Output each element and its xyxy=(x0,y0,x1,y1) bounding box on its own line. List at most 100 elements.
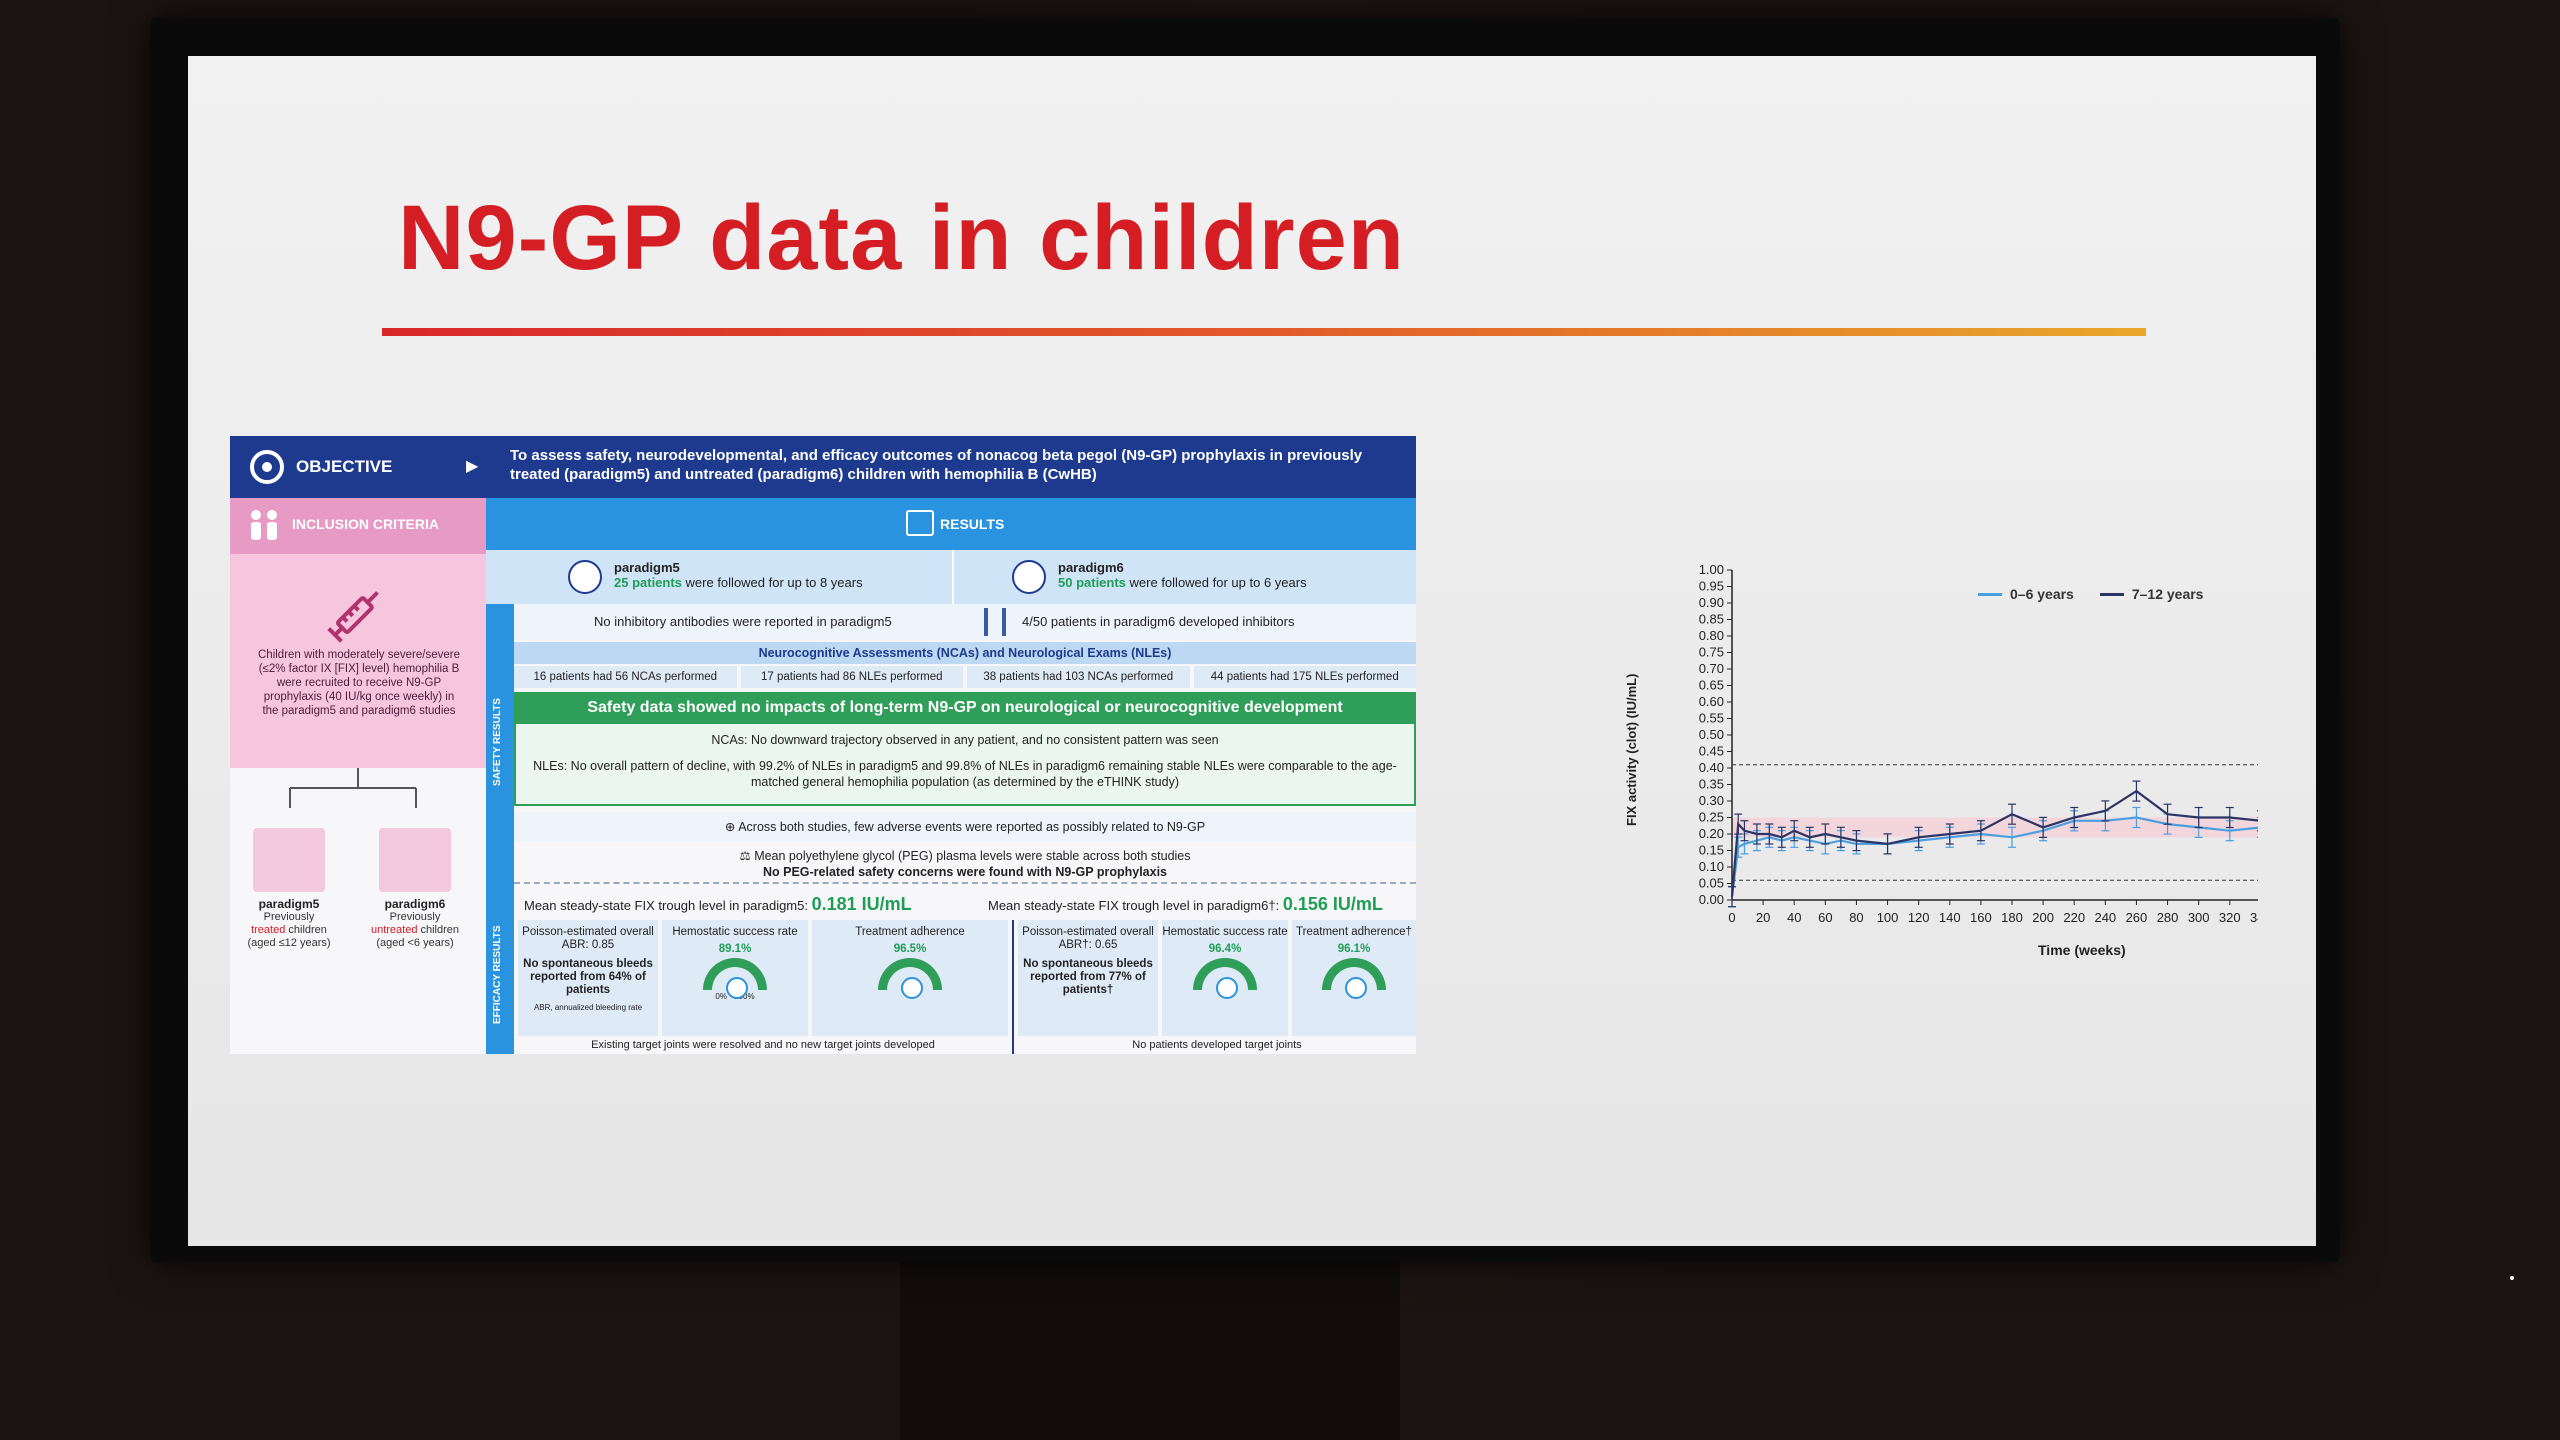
x-tick-label: 120 xyxy=(1908,910,1930,925)
x-tick-label: 100 xyxy=(1877,910,1899,925)
nca-nle-findings: NCAs: No downward trajectory observed in… xyxy=(514,724,1416,806)
victory-icon xyxy=(984,608,1006,636)
objective-label: OBJECTIVE xyxy=(296,457,393,476)
infographic: OBJECTIVE ▶ To assess safety, neurodevel… xyxy=(230,436,1416,1054)
peg-line1: Mean polyethylene glycol (PEG) plasma le… xyxy=(754,849,1191,863)
paradigm6-line2: untreated xyxy=(370,924,418,936)
nca-header: Neurocognitive Assessments (NCAs) and Ne… xyxy=(514,642,1416,664)
peg-line2: No PEG-related safety concerns were foun… xyxy=(762,865,1168,879)
x-tick-label: 240 xyxy=(2094,910,2116,925)
x-tick-label: 300 xyxy=(2188,910,2210,925)
x-tick-label: 20 xyxy=(1756,910,1770,925)
safety-banner: Safety data showed no impacts of long-te… xyxy=(514,692,1416,724)
y-tick-label: 1.00 xyxy=(1699,562,1724,577)
nles-line: NLEs: No overall pattern of decline, wit… xyxy=(533,759,1397,789)
x-tick-label: 60 xyxy=(1818,910,1832,925)
count-cell: 44 patients had 175 NLEs performed xyxy=(1193,666,1416,688)
paradigm5-line4: (aged ≤12 years) xyxy=(247,937,331,949)
inclusion-label: INCLUSION CRITERIA xyxy=(292,516,439,532)
fix-activity-chart: 0.00 0.05 0.10 0.15 0.20 0.25 0.30 0.35 0.40 0.45… xyxy=(1478,496,2258,976)
x-tick-label: 280 xyxy=(2157,910,2179,925)
y-tick-label: 0.80 xyxy=(1699,628,1724,643)
slide-title: N9-GP data in children xyxy=(398,187,1405,289)
child-icon xyxy=(568,560,602,594)
efficacy-hemostatic-p5: Hemostatic success rate 89.1% 0% · 100% xyxy=(662,920,808,1036)
x-tick-label: 340 xyxy=(2250,910,2258,925)
efficacy-adherence-p5: Treatment adherence 96.5% xyxy=(812,920,1008,1036)
play-arrow-icon: ▶ xyxy=(466,458,479,475)
trough-row: Mean steady-state FIX trough level in pa… xyxy=(514,888,1416,918)
x-axis-label: Time (weeks) xyxy=(2038,942,2126,958)
peg-row: ⚖ Mean polyethylene glycol (PEG) plasma … xyxy=(514,844,1416,884)
efficacy-side-label: EFFICACY RESULTS xyxy=(492,925,503,1024)
y-tick-label: 0.60 xyxy=(1699,694,1724,709)
safety-side-label: SAFETY RESULTS xyxy=(492,698,503,786)
foot-p5: Existing target joints were resolved and… xyxy=(591,1039,935,1051)
objective-text: To assess safety, neurodevelopmental, an… xyxy=(510,447,1363,483)
y-tick-label: 0.15 xyxy=(1699,843,1724,858)
paradigm5-line3: children xyxy=(288,924,327,936)
paradigm5-summary: paradigm5 25 patients were followed for … xyxy=(614,560,863,590)
y-axis-label: FIX activity (clot) (IU/mL) xyxy=(1624,673,1639,826)
objective-bar: OBJECTIVE ▶ To assess safety, neurodevel… xyxy=(230,436,1416,498)
x-tick-label: 180 xyxy=(2001,910,2023,925)
paradigm6-child: paradigm6 Previously untreated children … xyxy=(360,828,470,950)
y-tick-label: 0.05 xyxy=(1699,876,1724,891)
x-tick-label: 40 xyxy=(1787,910,1801,925)
y-tick-label: 0.70 xyxy=(1699,661,1724,676)
side-strip: SAFETY RESULTS EFFICACY RESULTS xyxy=(486,604,514,1054)
scale-icon: ⚖ xyxy=(739,849,751,863)
inhib-p6: 4/50 patients in paradigm6 developed inh… xyxy=(1022,614,1295,629)
x-tick-label: 0 xyxy=(1728,910,1735,925)
ncas-line: NCAs: No downward trajectory observed in… xyxy=(711,733,1219,747)
results-header: RESULTS xyxy=(486,498,1416,550)
adverse-events-row: ⊕ Across both studies, few adverse event… xyxy=(514,812,1416,842)
series-line xyxy=(1730,789,2258,897)
plus-circle-icon: ⊕ xyxy=(724,820,736,834)
child-icon xyxy=(253,828,325,892)
x-tick-label: 200 xyxy=(2032,910,2054,925)
inhibitor-row: No inhibitory antibodies were reported i… xyxy=(514,604,1416,640)
trough-p5-label: Mean steady-state FIX trough level in pa… xyxy=(524,898,808,913)
trough-p6-value: 0.156 IU/mL xyxy=(1282,894,1383,914)
tree-connector xyxy=(289,768,417,808)
results-studies: paradigm5 25 patients were followed for … xyxy=(486,550,1416,604)
y-tick-label: 0.55 xyxy=(1699,711,1724,726)
trough-p5-value: 0.181 IU/mL xyxy=(811,894,912,914)
nca-counts: 16 patients had 56 NCAs performed 17 pat… xyxy=(514,666,1416,688)
y-tick-label: 0.25 xyxy=(1699,810,1724,825)
inclusion-panel: INCLUSION CRITERIA Children with moderat… xyxy=(230,498,486,768)
inhib-p5: No inhibitory antibodies were reported i… xyxy=(594,614,892,629)
paradigm5-child: paradigm5 Previously treated children (a… xyxy=(234,828,344,950)
y-tick-label: 0.30 xyxy=(1699,793,1724,808)
trough-p6-label: Mean steady-state FIX trough level in pa… xyxy=(988,898,1280,913)
efficacy-abr-p6: Poisson-estimated overall ABR†: 0.65 No … xyxy=(1018,920,1158,1036)
x-tick-label: 260 xyxy=(2126,910,2148,925)
y-tick-label: 0.00 xyxy=(1699,892,1724,907)
paradigm5-line1: Previously xyxy=(263,911,315,923)
count-cell: 16 patients had 56 NCAs performed xyxy=(514,666,737,688)
y-tick-label: 0.20 xyxy=(1699,826,1724,841)
legend-item: 0–6 years xyxy=(1978,586,2074,602)
y-tick-label: 0.10 xyxy=(1699,859,1724,874)
people-icon xyxy=(251,510,277,540)
y-tick-label: 0.50 xyxy=(1699,727,1724,742)
shaded-band xyxy=(1732,817,2258,838)
count-cell: 17 patients had 86 NLEs performed xyxy=(740,666,963,688)
slide-screen: N9-GP data in children OBJECTIVE ▶ To as… xyxy=(188,56,2316,1246)
gauge-icon xyxy=(878,958,942,999)
y-tick-label: 0.95 xyxy=(1699,579,1724,594)
x-tick-label: 320 xyxy=(2219,910,2241,925)
foot-p6: No patients developed target joints xyxy=(1132,1039,1302,1051)
monitor-stand xyxy=(900,1240,1400,1440)
count-cell: 38 patients had 103 NCAs performed xyxy=(967,666,1190,688)
legend-item: 7–12 years xyxy=(2099,586,2203,602)
y-tick-label: 0.90 xyxy=(1699,595,1724,610)
x-tick-label: 80 xyxy=(1849,910,1863,925)
y-tick-label: 0.40 xyxy=(1699,760,1724,775)
paradigm6-line4: (aged <6 years) xyxy=(376,937,454,949)
results-label: RESULTS xyxy=(940,516,1005,532)
target-icon xyxy=(250,450,284,484)
paradigm6-line1: Previously xyxy=(389,911,441,923)
y-tick-label: 0.45 xyxy=(1699,744,1724,759)
